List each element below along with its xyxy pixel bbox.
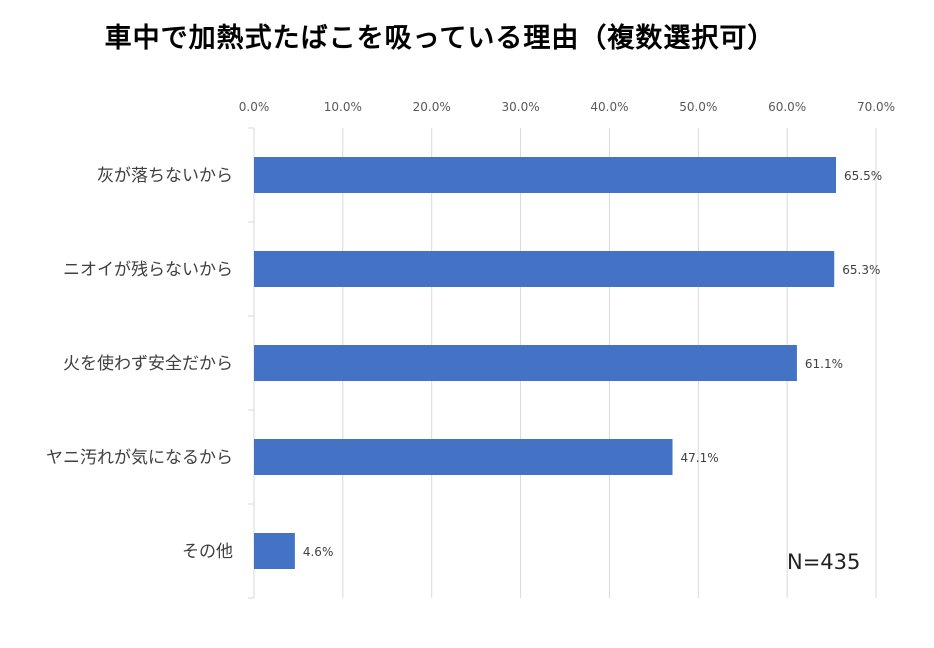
category-label: ニオイが残らないから (63, 260, 233, 280)
x-tick-label: 30.0% (502, 100, 540, 114)
bar (254, 439, 673, 475)
bar (254, 251, 835, 287)
category-label: 火を使わず安全だから (63, 353, 233, 374)
x-tick-label: 60.0% (768, 100, 806, 114)
x-tick-label: 10.0% (324, 100, 362, 114)
data-label: 61.1% (805, 357, 843, 371)
x-tick-label: 40.0% (590, 100, 628, 114)
bar (254, 157, 837, 193)
data-label: 65.5% (844, 169, 882, 183)
x-tick-label: 50.0% (679, 100, 717, 114)
bar (254, 345, 797, 381)
sample-size-note: N=435 (787, 550, 861, 574)
chart-title: 車中で加熱式たばこを吸っている理由（複数選択可） (104, 23, 776, 54)
data-label: 65.3% (842, 263, 880, 277)
category-label: その他 (182, 542, 233, 562)
x-tick-label: 0.0% (239, 100, 270, 114)
x-tick-label: 70.0% (857, 100, 895, 114)
category-label: ヤニ汚れが気になるから (46, 448, 233, 468)
data-label: 47.1% (681, 451, 719, 465)
x-tick-label: 20.0% (413, 100, 451, 114)
data-label: 4.6% (303, 545, 334, 559)
bar (254, 533, 295, 569)
category-label: 灰が落ちないから (97, 166, 233, 186)
